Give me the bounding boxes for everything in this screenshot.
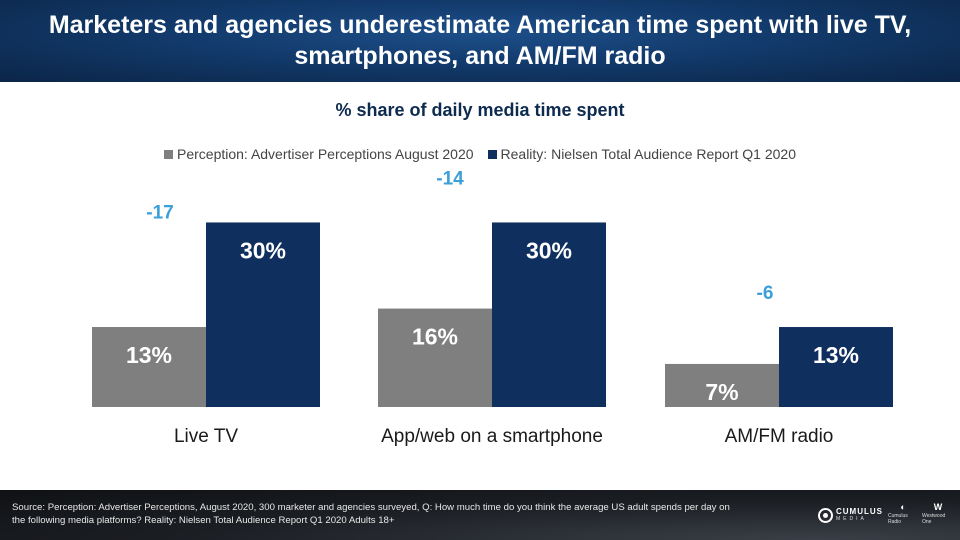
legend-label-reality: Reality: Nielsen Total Audience Report Q… <box>500 146 796 162</box>
chart-legend: Perception: Advertiser Perceptions Augus… <box>0 146 960 162</box>
bar-reality-0 <box>206 222 320 407</box>
data-label-perception-2: 7% <box>705 379 738 405</box>
cumulus-radio-text: Cumulus Radio <box>888 513 908 525</box>
bar-reality-2 <box>779 327 893 407</box>
legend-swatch-perception <box>164 149 173 159</box>
data-label-perception-0: 13% <box>126 342 172 368</box>
legend-item-perception: Perception: Advertiser Perceptions Augus… <box>164 146 474 162</box>
difference-label-1: -14 <box>436 168 464 189</box>
difference-label-2: -6 <box>757 283 774 304</box>
data-label-reality-2: 13% <box>813 342 859 368</box>
bar-perception-1 <box>378 308 492 407</box>
data-label-perception-1: 16% <box>412 324 458 350</box>
cumulus-radio-logo: ◐ Cumulus Radio <box>888 503 918 527</box>
category-label-0: Live TV <box>174 426 238 447</box>
legend-item-reality: Reality: Nielsen Total Audience Report Q… <box>487 146 796 162</box>
cumulus-logo-subtext: MEDIA <box>836 516 867 522</box>
cumulus-radio-icon: ◐ <box>900 502 906 512</box>
title-banner: Marketers and agencies underestimate Ame… <box>0 0 960 82</box>
westwood-one-icon: W <box>933 502 943 512</box>
cumulus-logo: CUMULUS MEDIA <box>818 503 883 527</box>
bar-perception-2 <box>665 363 779 407</box>
bar-perception-0 <box>92 327 206 407</box>
cumulus-logo-icon <box>818 507 833 523</box>
bar-chart: 13% 30% -17 Live TV 16% 30% -14 App/web on a sm… <box>92 168 893 447</box>
footer-bar: Source: Perception: Advertiser Perceptio… <box>0 490 960 540</box>
category-label-1: App/web on a smartphone <box>381 426 603 447</box>
westwood-one-text: Westwood One <box>922 513 946 525</box>
source-note: Source: Perception: Advertiser Perceptio… <box>12 502 730 526</box>
chart-title: % share of daily media time spent <box>335 100 625 120</box>
category-label-2: AM/FM radio <box>725 426 834 447</box>
data-label-reality-0: 30% <box>240 237 286 263</box>
data-label-reality-1: 30% <box>526 237 572 263</box>
difference-label-0: -17 <box>146 202 173 223</box>
legend-swatch-reality <box>487 149 497 159</box>
cumulus-logo-text: CUMULUS <box>836 507 883 516</box>
page-title: Marketers and agencies underestimate Ame… <box>48 11 912 70</box>
legend-label-perception: Perception: Advertiser Perceptions Augus… <box>177 146 474 162</box>
westwood-one-logo: W Westwood One <box>922 503 954 527</box>
bar-reality-1 <box>492 222 606 407</box>
